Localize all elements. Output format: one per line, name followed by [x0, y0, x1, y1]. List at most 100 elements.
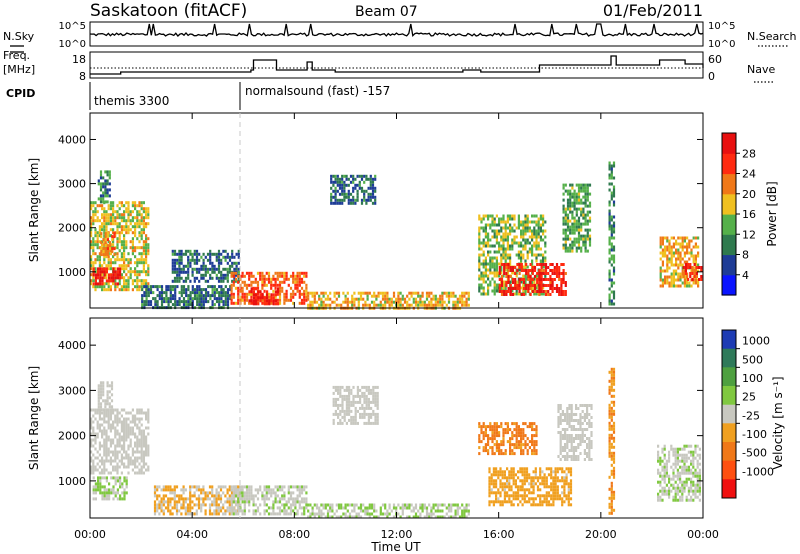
heatmap-cell: [374, 177, 377, 181]
heatmap-cell: [502, 253, 505, 257]
heatmap-cell: [542, 263, 545, 266]
heatmap-cell: [512, 482, 515, 486]
heatmap-cell: [300, 298, 304, 302]
heatmap-cell: [313, 503, 316, 507]
heatmap-cell: [252, 274, 255, 278]
heatmap-cell: [517, 268, 520, 272]
heatmap-cell: [261, 296, 264, 300]
heatmap-cell: [562, 219, 565, 223]
heatmap-cell: [543, 476, 546, 480]
heatmap-cell: [545, 467, 548, 471]
heatmap-cell: [414, 503, 418, 507]
heatmap-cell: [399, 506, 402, 510]
heatmap-cell: [287, 277, 290, 281]
heatmap-cell: [193, 267, 196, 271]
heatmap-cell: [303, 512, 306, 516]
heatmap-cell: [90, 207, 93, 211]
heatmap-cell: [501, 482, 504, 486]
heatmap-cell: [450, 503, 453, 507]
heatmap-cell: [112, 411, 115, 415]
heatmap-cell: [202, 503, 205, 507]
heatmap-cell: [503, 473, 506, 477]
heatmap-cell: [365, 388, 368, 392]
heatmap-cell: [365, 174, 368, 178]
heatmap-cell: [98, 255, 101, 259]
heatmap-cell: [517, 253, 520, 257]
heatmap-cell: [531, 220, 534, 224]
heatmap-cell: [495, 289, 498, 293]
heatmap-cell: [521, 503, 524, 507]
heatmap-cell: [537, 244, 540, 248]
heatmap-cell: [498, 220, 501, 224]
heatmap-cell: [369, 180, 372, 184]
heatmap-cell: [535, 292, 538, 296]
heatmap-cell: [508, 470, 511, 474]
heatmap-cell: [330, 177, 333, 181]
heatmap-cell: [478, 268, 481, 272]
heatmap-cell: [573, 192, 576, 196]
heatmap-cell: [276, 271, 279, 275]
noise-sky-line: [89, 23, 704, 38]
heatmap-cell: [330, 180, 333, 184]
heatmap-cell: [491, 440, 494, 444]
heatmap-cell: [362, 503, 365, 507]
heatmap-cell: [270, 506, 273, 510]
heatmap-cell: [96, 450, 99, 454]
heatmap-cell: [377, 515, 380, 519]
heatmap-cell: [120, 273, 123, 277]
heatmap-cell: [417, 509, 420, 513]
heatmap-cell: [164, 485, 168, 489]
heatmap-cell: [368, 512, 371, 516]
heatmap-cell: [278, 295, 282, 299]
heatmap-cell: [488, 488, 491, 492]
heatmap-cell: [507, 269, 510, 272]
heatmap-cell: [586, 222, 589, 226]
heatmap-cell: [104, 188, 107, 192]
heatmap-cell: [315, 503, 319, 507]
heatmap-cell: [582, 210, 585, 214]
heatmap-cell: [118, 465, 121, 469]
heatmap-cell: [97, 182, 100, 186]
heatmap-cell: [106, 194, 109, 198]
heatmap-cell: [156, 503, 159, 507]
heatmap-cell: [173, 506, 176, 510]
heatmap-cell: [537, 220, 540, 224]
heatmap-cell: [520, 449, 523, 453]
heatmap-cell: [350, 421, 353, 425]
heatmap-cell: [410, 303, 413, 307]
heatmap-cell: [116, 471, 119, 475]
heatmap-cell: [226, 261, 229, 265]
heatmap-cell: [109, 444, 112, 448]
heatmap-cell: [300, 491, 304, 495]
heatmap-cell: [96, 423, 99, 427]
heatmap-cell: [683, 260, 686, 264]
heatmap-cell: [250, 292, 253, 296]
heatmap-cell: [252, 509, 255, 513]
heatmap-cell: [509, 287, 512, 290]
heatmap-cell: [136, 237, 139, 241]
heatmap-cell: [167, 288, 170, 292]
heatmap-cell: [488, 503, 491, 507]
heatmap-cell: [191, 303, 194, 307]
heatmap-cell: [248, 509, 251, 513]
heatmap-cell: [245, 488, 249, 492]
heatmap-cell: [365, 403, 368, 407]
heatmap-cell: [502, 247, 505, 251]
heatmap-cell: [145, 273, 148, 277]
heatmap-cell: [489, 250, 492, 254]
heatmap-cell: [147, 303, 150, 307]
heatmap-cell: [90, 438, 93, 442]
heatmap-cell: [140, 441, 143, 445]
heatmap-cell: [184, 488, 187, 492]
heatmap-cell: [129, 441, 132, 445]
heatmap-cell: [571, 222, 574, 226]
heatmap-cell: [120, 258, 123, 262]
heatmap-cell: [277, 287, 280, 291]
heatmap-cell: [681, 236, 684, 240]
heatmap-cell: [346, 303, 349, 307]
heatmap-cell: [686, 236, 689, 240]
heatmap-cell: [281, 494, 284, 498]
heatmap-cell: [482, 238, 485, 242]
heatmap-cell: [270, 296, 273, 300]
heatmap-cell: [228, 255, 232, 259]
